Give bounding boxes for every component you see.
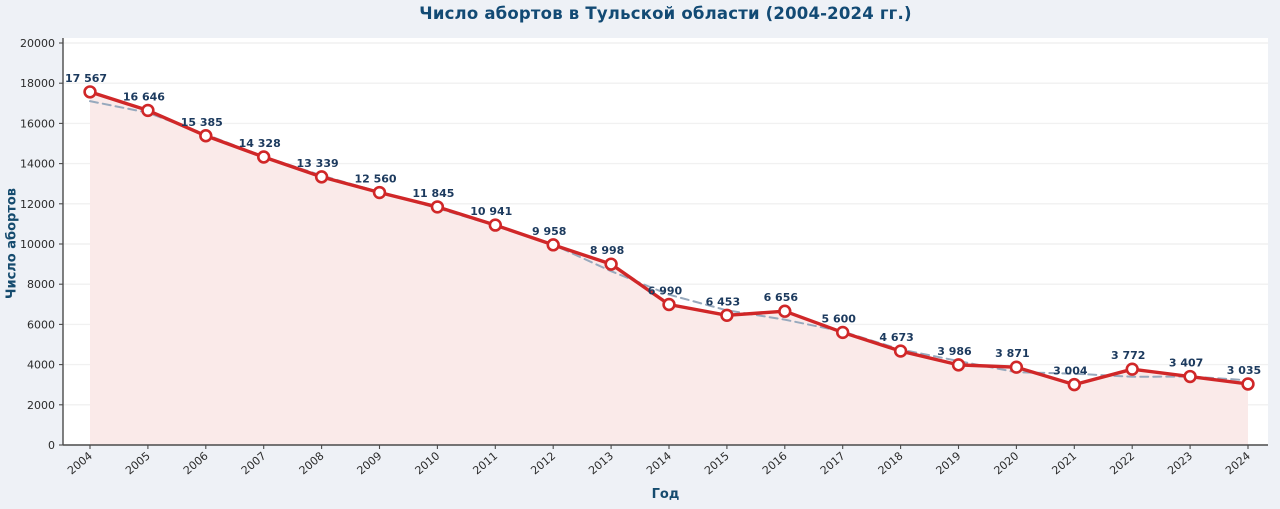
data-label: 3 035 — [1227, 364, 1261, 377]
x-tick-label: 2022 — [1107, 449, 1137, 477]
x-tick-label: 2011 — [470, 449, 500, 477]
data-point — [83, 85, 97, 99]
x-tick-label: 2008 — [297, 449, 327, 477]
y-tick-label: 14000 — [20, 158, 55, 171]
data-label: 6 990 — [648, 285, 683, 298]
y-tick-label: 6000 — [27, 318, 55, 331]
data-point — [662, 297, 676, 312]
data-point — [314, 170, 329, 184]
data-label: 17 567 — [65, 72, 107, 85]
data-label: 11 845 — [412, 187, 454, 200]
data-point — [951, 358, 966, 372]
data-point — [1009, 360, 1024, 374]
data-point — [488, 218, 502, 232]
data-label: 6 656 — [764, 291, 799, 304]
data-label: 12 560 — [354, 173, 396, 186]
data-point — [372, 185, 387, 200]
x-tick-label: 2012 — [528, 449, 558, 477]
x-tick-label: 2005 — [123, 449, 153, 477]
data-point — [720, 308, 734, 322]
data-label: 3 986 — [937, 345, 972, 358]
data-label: 14 328 — [239, 137, 281, 150]
y-tick-label: 20000 — [20, 37, 55, 50]
data-label: 5 600 — [821, 312, 856, 325]
data-point — [430, 200, 445, 214]
x-axis-title: Год — [651, 487, 680, 502]
data-label: 6 453 — [706, 295, 740, 308]
data-point — [1067, 377, 1082, 392]
x-tick-label: 2016 — [760, 449, 790, 477]
x-tick-label: 2018 — [876, 449, 906, 477]
y-tick-label: 18000 — [20, 77, 55, 90]
x-tick-label: 2024 — [1223, 449, 1253, 477]
data-label: 9 958 — [532, 225, 566, 238]
data-point — [546, 238, 560, 252]
x-tick-label: 2017 — [818, 449, 848, 477]
data-point — [199, 129, 213, 143]
data-point — [893, 344, 908, 358]
x-tick-label: 2004 — [65, 449, 95, 477]
y-tick-label: 2000 — [27, 399, 55, 412]
data-label: 13 339 — [297, 157, 339, 170]
y-tick-label: 8000 — [27, 278, 55, 291]
x-tick-label: 2015 — [702, 449, 732, 477]
data-point — [257, 150, 271, 164]
x-tick-label: 2023 — [1165, 449, 1195, 477]
data-label: 3 772 — [1111, 349, 1145, 362]
data-point — [1183, 369, 1197, 384]
x-tick-label: 2014 — [644, 449, 674, 477]
x-tick-label: 2006 — [181, 449, 211, 477]
data-point — [604, 257, 618, 271]
data-label: 4 673 — [879, 331, 913, 344]
data-label: 3 871 — [995, 347, 1029, 360]
y-tick-label: 10000 — [20, 238, 55, 251]
x-tick-label: 2019 — [934, 449, 964, 477]
x-tick-label: 2021 — [1049, 449, 1079, 477]
y-tick-label: 0 — [48, 439, 55, 452]
data-label: 10 941 — [470, 205, 512, 218]
x-tick-label: 2010 — [413, 449, 443, 477]
chart-title: Число абортов в Тульской области (2004-2… — [419, 4, 912, 23]
x-tick-label: 2020 — [992, 449, 1022, 477]
area-fill — [90, 91, 1248, 446]
data-point — [778, 304, 792, 318]
data-point — [1241, 377, 1255, 391]
data-label: 15 385 — [181, 116, 223, 129]
x-tick-label: 2013 — [586, 449, 616, 477]
data-point — [1125, 362, 1139, 376]
data-label: 3 407 — [1169, 357, 1203, 370]
y-tick-label: 4000 — [27, 359, 55, 372]
data-point — [835, 325, 850, 340]
y-tick-label: 12000 — [20, 198, 55, 211]
x-tick-label: 2007 — [239, 449, 269, 477]
data-label: 3 004 — [1053, 365, 1088, 378]
data-label: 16 646 — [123, 90, 165, 103]
data-point — [141, 103, 155, 118]
y-tick-label: 16000 — [20, 117, 55, 130]
data-label: 8 998 — [590, 244, 624, 257]
x-tick-label: 2009 — [355, 449, 385, 477]
